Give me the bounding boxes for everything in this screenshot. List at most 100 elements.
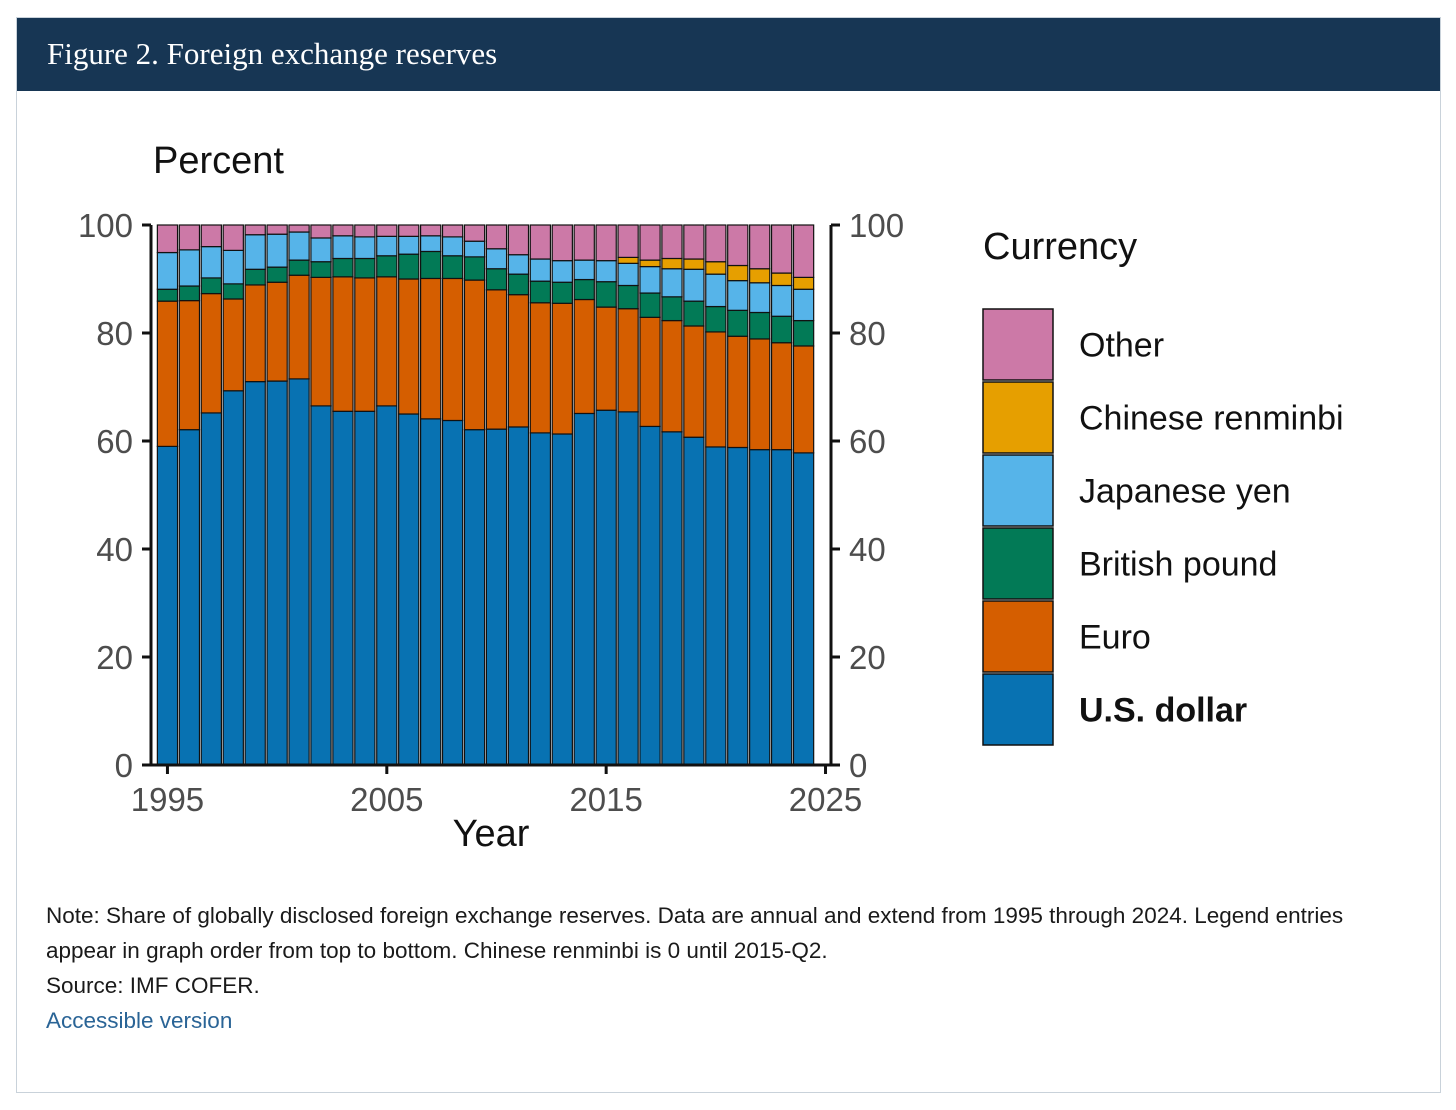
bar-japanese-yen-2007 [419, 235, 442, 253]
figure-card: Figure 2. Foreign exchange reserves Perc… [16, 17, 1441, 1093]
bar-other-2013 [551, 224, 573, 262]
bar-japanese-yen-2008 [441, 236, 464, 257]
y-tick-label-left-100: 100 [78, 207, 133, 244]
legend-swatch-japanese-yen [982, 454, 1054, 527]
bar-japanese-yen-2015 [595, 260, 617, 283]
bar-u-s-dollar-1996 [178, 429, 201, 766]
bar-euro-2021 [727, 335, 749, 449]
bar-british-pound-2015 [595, 281, 617, 308]
y-tick-label-right-100: 100 [849, 207, 904, 244]
bar-euro-1995 [156, 300, 179, 447]
bar-british-pound-2005 [376, 255, 398, 278]
bar-euro-2000 [266, 281, 288, 382]
bar-other-2003 [332, 224, 354, 237]
bar-euro-2022 [749, 338, 771, 451]
bar-japanese-yen-2012 [529, 258, 552, 282]
bar-chinese-renminbi-2023 [770, 272, 793, 287]
bar-other-2011 [507, 224, 530, 256]
bar-other-2007 [419, 224, 442, 237]
bar-other-2022 [749, 224, 771, 270]
bar-other-2001 [288, 224, 310, 233]
legend-label-euro: Euro [1079, 619, 1151, 657]
bar-british-pound-2006 [398, 253, 420, 280]
legend-label-chinese-renminbi: Chinese renminbi [1079, 400, 1344, 438]
bar-british-pound-2019 [683, 300, 705, 327]
bar-british-pound-2009 [463, 256, 486, 281]
legend-swatch-british-pound [982, 527, 1054, 600]
bar-japanese-yen-2010 [485, 248, 508, 270]
bar-other-2016 [617, 224, 639, 259]
figure-header: Figure 2. Foreign exchange reserves [17, 18, 1440, 91]
y-axis-title: Percent [153, 140, 284, 182]
bar-other-2018 [661, 224, 683, 260]
bar-british-pound-2001 [288, 259, 310, 276]
bar-euro-2013 [551, 302, 573, 435]
bar-japanese-yen-1995 [156, 251, 179, 290]
bar-euro-2004 [354, 277, 376, 412]
bar-u-s-dollar-2018 [661, 431, 683, 766]
legend-swatch-other [982, 308, 1054, 381]
bar-british-pound-1999 [244, 268, 266, 286]
legend-label-british-pound: British pound [1079, 546, 1277, 584]
bar-u-s-dollar-2005 [376, 405, 398, 766]
bar-u-s-dollar-2006 [398, 413, 420, 766]
bar-u-s-dollar-2013 [551, 433, 573, 766]
bar-other-2008 [441, 224, 464, 238]
bar-euro-2014 [573, 298, 595, 415]
bar-euro-2005 [376, 276, 398, 407]
bar-british-pound-2020 [705, 305, 727, 333]
bar-other-2017 [639, 224, 661, 261]
bar-other-2004 [354, 224, 376, 238]
bar-japanese-yen-2003 [332, 235, 354, 260]
bar-euro-1996 [178, 300, 201, 431]
axes-group: 0 0 20 20 40 40 60 60 80 80 100 100 1995 2005 2015 2025 [78, 207, 904, 818]
bar-euro-2019 [683, 325, 705, 438]
figure-title: Figure 2. Foreign exchange reserves [47, 36, 498, 71]
bar-other-1997 [200, 224, 223, 248]
bar-other-2006 [398, 224, 420, 237]
bar-british-pound-1998 [222, 283, 244, 300]
bar-british-pound-2011 [507, 273, 530, 296]
bar-other-2000 [266, 224, 288, 235]
bar-other-1998 [222, 224, 244, 251]
bar-other-2023 [770, 224, 793, 274]
x-axis-title: Year [453, 813, 530, 855]
x-tick-label-2025: 2025 [789, 781, 862, 818]
y-tick-label-right-80: 80 [849, 315, 886, 352]
bar-british-pound-2023 [770, 315, 793, 344]
bar-chinese-renminbi-2020 [705, 261, 727, 275]
bar-euro-2012 [529, 302, 552, 434]
bar-japanese-yen-1999 [244, 234, 266, 270]
legend-label-u-s-dollar: U.S. dollar [1079, 692, 1247, 730]
bar-other-2005 [376, 224, 398, 237]
bar-british-pound-2022 [749, 311, 771, 340]
bar-japanese-yen-2021 [727, 280, 749, 311]
bar-british-pound-2008 [441, 255, 464, 280]
accessible-version-link[interactable]: Accessible version [46, 1008, 233, 1033]
bar-japanese-yen-2011 [507, 254, 530, 275]
bar-japanese-yen-2019 [683, 268, 705, 302]
bar-british-pound-2013 [551, 281, 573, 304]
bar-british-pound-2004 [354, 257, 376, 279]
bar-euro-2009 [463, 279, 486, 431]
bar-u-s-dollar-2010 [485, 428, 508, 766]
bar-other-1996 [178, 224, 201, 251]
bar-euro-2017 [639, 316, 661, 428]
bar-other-2012 [529, 224, 552, 260]
bar-u-s-dollar-2023 [770, 449, 793, 766]
bar-british-pound-2024 [792, 319, 815, 347]
bar-japanese-yen-1998 [222, 249, 244, 285]
bar-euro-2002 [310, 276, 332, 407]
bar-u-s-dollar-1998 [222, 390, 244, 766]
y-tick-label-left-0: 0 [115, 747, 133, 784]
y-tick-label-right-60: 60 [849, 423, 886, 460]
bar-british-pound-1995 [156, 288, 179, 302]
bar-japanese-yen-2002 [310, 237, 332, 263]
bar-u-s-dollar-2016 [617, 411, 639, 766]
bar-other-2002 [310, 224, 332, 239]
bar-u-s-dollar-2014 [573, 412, 595, 766]
bar-other-2009 [463, 224, 486, 242]
bar-euro-2010 [485, 289, 508, 430]
bar-u-s-dollar-2021 [727, 446, 749, 766]
y-tick-label-left-40: 40 [96, 531, 133, 568]
